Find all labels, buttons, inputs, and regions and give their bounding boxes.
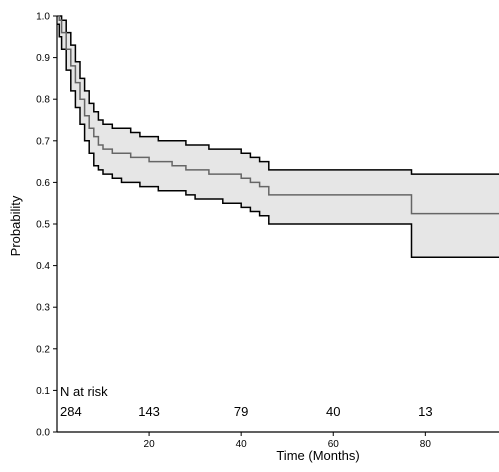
x-axis-title: Time (Months) — [276, 448, 359, 463]
x-tick-label: 20 — [144, 439, 156, 450]
y-tick-label: 0.4 — [36, 261, 50, 272]
y-tick-label: 0.5 — [36, 220, 50, 231]
y-tick-label: 0.2 — [36, 344, 50, 355]
y-tick-label: 0.8 — [36, 95, 50, 106]
confidence-band — [57, 16, 499, 258]
risk-count: 79 — [234, 404, 248, 419]
risk-table: N at risk 284 143 79 40 13 — [60, 384, 433, 419]
ticks: 0.0 0.1 0.2 0.3 0.4 0.5 0.6 0.7 0.8 0.9 1.0 20 40 60 8… — [36, 12, 431, 451]
risk-count: 143 — [138, 404, 160, 419]
y-tick-label: 0.1 — [36, 386, 50, 397]
ci-lower-line — [57, 23, 499, 259]
x-tick-label: 80 — [420, 439, 432, 450]
x-tick-label: 40 — [236, 439, 248, 450]
x-tick-label: 60 — [328, 439, 340, 450]
y-axis-title: Probability — [8, 195, 23, 256]
survival-estimate-line — [57, 15, 499, 215]
plot-area — [57, 15, 499, 259]
risk-count: 13 — [418, 404, 432, 419]
y-tick-label: 0.3 — [36, 303, 50, 314]
risk-count: 284 — [60, 404, 82, 419]
risk-count: 40 — [326, 404, 340, 419]
y-tick-label: 0.0 — [36, 428, 50, 439]
risk-table-title: N at risk — [60, 384, 108, 399]
y-tick-label: 0.9 — [36, 53, 50, 64]
y-tick-label: 0.6 — [36, 178, 50, 189]
y-tick-label: 0.7 — [36, 136, 50, 147]
y-tick-label: 1.0 — [36, 12, 50, 23]
ci-upper-line — [57, 15, 499, 175]
